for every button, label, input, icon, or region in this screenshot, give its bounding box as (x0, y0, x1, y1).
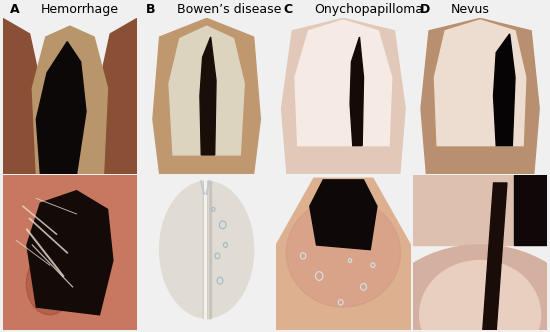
Polygon shape (493, 34, 515, 146)
Ellipse shape (160, 181, 254, 318)
Text: B: B (146, 3, 156, 16)
Polygon shape (350, 37, 364, 146)
Polygon shape (483, 183, 507, 330)
Ellipse shape (287, 199, 400, 307)
Polygon shape (514, 175, 547, 245)
Ellipse shape (373, 245, 550, 332)
Ellipse shape (420, 261, 541, 332)
Polygon shape (153, 18, 260, 174)
Text: Bowen’s disease: Bowen’s disease (177, 3, 282, 16)
Text: Hemorrhage: Hemorrhage (40, 3, 118, 16)
Polygon shape (421, 18, 539, 174)
Polygon shape (434, 20, 526, 146)
Polygon shape (276, 178, 410, 330)
Polygon shape (36, 42, 86, 174)
Text: Nevus: Nevus (450, 3, 490, 16)
Polygon shape (200, 37, 216, 155)
Polygon shape (90, 18, 137, 174)
Text: Onychopapilloma: Onychopapilloma (314, 3, 423, 16)
Polygon shape (3, 18, 49, 174)
Polygon shape (37, 68, 78, 174)
Polygon shape (27, 191, 113, 315)
Text: A: A (9, 3, 19, 16)
Polygon shape (413, 175, 547, 245)
Ellipse shape (26, 253, 73, 315)
Polygon shape (295, 20, 392, 146)
Polygon shape (32, 26, 107, 174)
Polygon shape (282, 18, 405, 174)
Polygon shape (3, 175, 137, 330)
Text: C: C (283, 3, 292, 16)
Polygon shape (310, 180, 377, 250)
Text: D: D (420, 3, 430, 16)
Polygon shape (169, 26, 244, 155)
